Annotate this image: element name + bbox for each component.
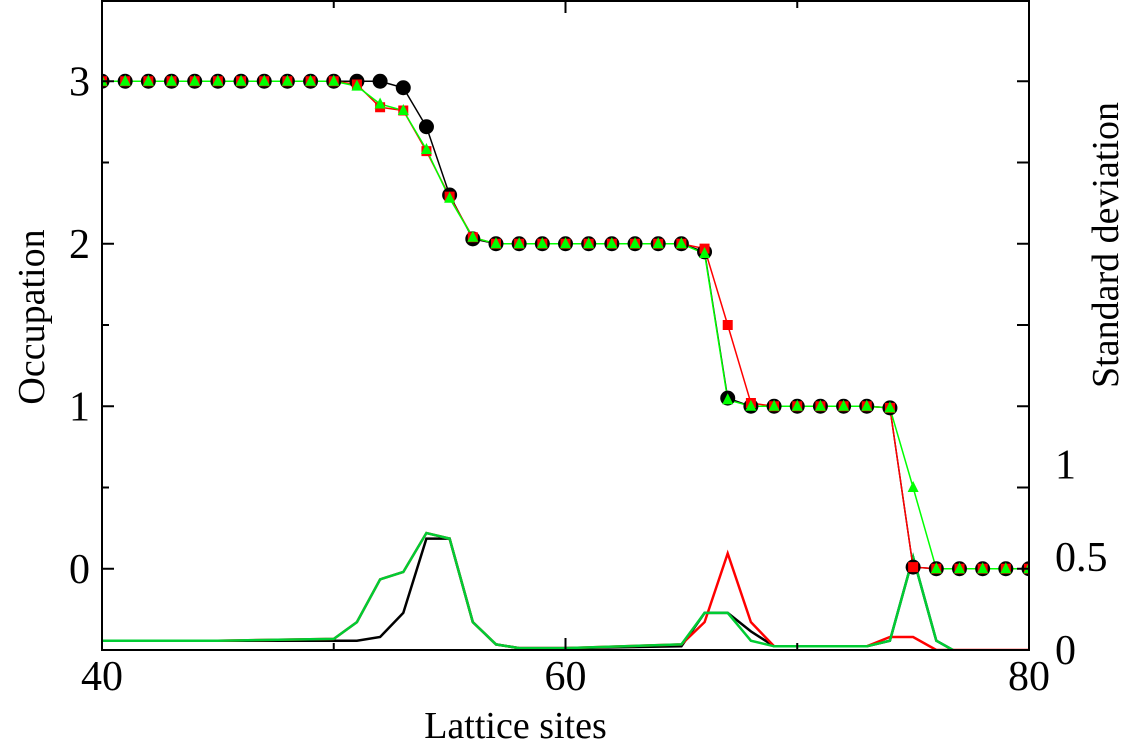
occupation-point-triangle bbox=[907, 481, 919, 492]
occupation-point-triangle bbox=[652, 237, 664, 249]
occupation-line-2 bbox=[102, 80, 1029, 570]
x-tick-label: 60 bbox=[545, 654, 587, 700]
occupation-point-triangle bbox=[374, 97, 386, 109]
y-tick-label: 2 bbox=[69, 222, 90, 268]
occupation-point-triangle bbox=[119, 74, 131, 86]
occupation-point-triangle bbox=[351, 79, 363, 91]
occupation-point-triangle bbox=[583, 237, 595, 249]
occupation-point-square bbox=[722, 320, 733, 330]
occupation-point-triangle bbox=[675, 237, 687, 249]
occupation-point-triangle bbox=[166, 74, 178, 86]
occupation-point-triangle bbox=[420, 143, 432, 154]
std-line-1 bbox=[102, 531, 1029, 650]
occupation-point-triangle bbox=[467, 230, 479, 242]
occupation-point-triangle bbox=[791, 399, 803, 411]
occupation-point-triangle bbox=[606, 237, 618, 249]
occupation-line-0 bbox=[102, 80, 1029, 570]
x-tick-label: 80 bbox=[1008, 654, 1050, 700]
occupation-point-triangle bbox=[142, 74, 154, 86]
occupation-point-triangle bbox=[1000, 562, 1012, 574]
y2-tick-label: 0 bbox=[1055, 628, 1076, 674]
occupation-point-triangle bbox=[212, 74, 224, 86]
occupation-point-triangle bbox=[768, 399, 780, 411]
occupation-point-triangle bbox=[490, 237, 502, 249]
occupation-point-triangle bbox=[884, 401, 896, 413]
occupation-series-layer bbox=[102, 73, 1029, 577]
occupation-point-circle bbox=[418, 119, 434, 135]
occupation-point-triangle bbox=[513, 237, 525, 249]
occupation-point-triangle bbox=[189, 74, 201, 86]
occupation-point-triangle bbox=[861, 399, 873, 411]
occupation-point-triangle bbox=[629, 237, 641, 249]
y2-tick-label: 0.5 bbox=[1055, 535, 1108, 581]
occupation-point-square bbox=[908, 562, 919, 573]
occupation-point-triangle bbox=[281, 74, 293, 86]
y-tick-label: 1 bbox=[69, 384, 90, 430]
y2-axis-label: Standard deviation bbox=[1085, 102, 1127, 388]
occupation-point-triangle bbox=[560, 237, 571, 249]
tick-marks bbox=[101, 0, 1030, 650]
y-tick-label: 3 bbox=[69, 59, 90, 105]
occupation-point-triangle bbox=[258, 74, 270, 86]
occupation-point-circle bbox=[395, 80, 411, 96]
occupation-point-triangle bbox=[722, 393, 734, 405]
std-series-layer bbox=[102, 531, 1029, 650]
occupation-point-triangle bbox=[328, 74, 340, 86]
x-tick-label: 40 bbox=[81, 654, 123, 700]
x-axis-label: Lattice sites bbox=[424, 705, 607, 744]
occupation-point-circle bbox=[372, 73, 388, 89]
occupation-point-triangle bbox=[699, 247, 711, 258]
occupation-point-triangle bbox=[953, 562, 965, 574]
occupation-point-triangle bbox=[977, 562, 989, 574]
occupation-point-triangle bbox=[536, 237, 548, 249]
y2-tick-label: 1 bbox=[1055, 442, 1076, 488]
y-axis-label: Occupation bbox=[11, 229, 53, 404]
occupation-point-triangle bbox=[930, 562, 942, 574]
occupation-point-triangle bbox=[235, 74, 247, 86]
occupation-point-triangle bbox=[814, 399, 826, 411]
occupation-point-triangle bbox=[838, 399, 850, 411]
occupation-line-1 bbox=[102, 80, 1029, 570]
occupation-point-triangle bbox=[397, 104, 409, 115]
occupation-point-triangle bbox=[444, 191, 456, 203]
std-line-2 bbox=[102, 531, 956, 650]
y-tick-label: 0 bbox=[69, 547, 90, 593]
plot-frame bbox=[101, 0, 1030, 651]
occupation-point-triangle bbox=[305, 74, 317, 86]
occupation-point-triangle bbox=[745, 399, 757, 411]
